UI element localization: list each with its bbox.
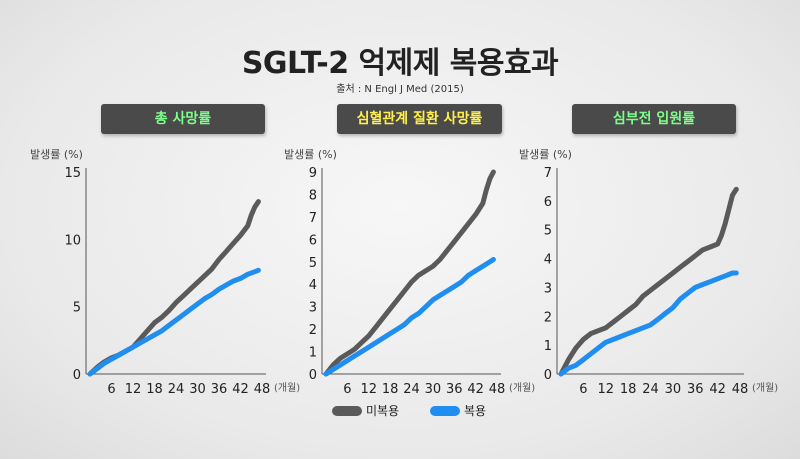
x-tick-label: 12: [125, 382, 142, 397]
y-tick-label: 8: [309, 188, 317, 203]
x-axis-unit-label: (개월): [274, 382, 300, 394]
y-tick-label: 0: [544, 368, 552, 383]
legend-swatch-treated: [430, 405, 460, 416]
y-axis-label: 발생률 (%): [30, 148, 83, 161]
x-tick-label: 42: [467, 382, 484, 397]
x-tick-label: 18: [146, 382, 163, 397]
y-tick-label: 1: [309, 346, 317, 361]
y-tick-label: 6: [309, 233, 317, 248]
legend-label-untreated: 미복용: [366, 404, 400, 418]
y-tick-label: 15: [64, 166, 81, 181]
legend-swatch-untreated: [332, 405, 362, 416]
y-tick-label: 10: [64, 233, 81, 248]
x-tick-label: 6: [579, 382, 587, 397]
series-line-treated: [558, 270, 739, 377]
y-tick-label: 5: [309, 256, 317, 271]
panel-title-total-mortality: 총 사망률: [101, 104, 265, 134]
y-tick-label: 5: [544, 224, 552, 239]
y-tick-label: 7: [309, 211, 317, 226]
panel-title-cv-mortality: 심혈관계 질환 사망률: [337, 104, 502, 134]
y-tick-label: 0: [73, 368, 81, 383]
x-tick-label: 24: [168, 382, 185, 397]
x-tick-label: 30: [665, 382, 682, 397]
legend-item-treated: 복용: [430, 402, 486, 419]
x-tick-label: 36: [687, 382, 704, 397]
y-tick-label: 0: [309, 368, 317, 383]
series-line-treated: [87, 267, 261, 377]
y-axis-label: 발생률 (%): [284, 148, 337, 161]
panel-title-hf-hospitalization: 심부전 입원률: [572, 104, 736, 134]
x-tick-label: 36: [211, 382, 228, 397]
series-line-untreated: [323, 169, 496, 377]
x-tick-label: 42: [709, 382, 726, 397]
legend-item-untreated: 미복용: [332, 402, 399, 419]
y-tick-label: 4: [544, 253, 552, 268]
x-tick-label: 18: [620, 382, 637, 397]
series-line-untreated: [87, 199, 261, 377]
legend: 미복용 복용: [0, 398, 800, 422]
x-tick-label: 12: [360, 382, 377, 397]
source-citation: 출처 : N Engl J Med (2015): [336, 84, 464, 95]
y-tick-label: 1: [544, 339, 552, 354]
y-tick-label: 2: [309, 323, 317, 338]
y-tick-label: 3: [544, 281, 552, 296]
x-tick-label: 48: [732, 382, 749, 397]
series-line-treated: [323, 257, 496, 377]
y-tick-label: 5: [73, 301, 81, 316]
x-tick-label: 36: [446, 382, 463, 397]
x-tick-label: 48: [254, 382, 271, 397]
y-tick-label: 3: [309, 301, 317, 316]
series-line-untreated: [558, 186, 739, 377]
x-tick-label: 24: [403, 382, 420, 397]
x-tick-label: 6: [343, 382, 351, 397]
y-tick-label: 6: [544, 195, 552, 210]
y-tick-label: 9: [309, 166, 317, 181]
x-tick-label: 42: [232, 382, 249, 397]
y-tick-label: 2: [544, 310, 552, 325]
y-tick-label: 4: [309, 278, 317, 293]
legend-label-treated: 복용: [464, 404, 487, 418]
x-tick-label: 24: [642, 382, 659, 397]
y-axis-label: 발생률 (%): [519, 148, 572, 161]
x-tick-label: 30: [189, 382, 206, 397]
x-axis-unit-label: (개월): [509, 382, 535, 394]
x-axis-unit-label: (개월): [752, 382, 778, 394]
x-tick-label: 12: [597, 382, 614, 397]
y-tick-label: 7: [544, 166, 552, 181]
page-title: SGLT-2 억제제 복용효과: [241, 46, 559, 81]
x-tick-label: 30: [425, 382, 442, 397]
x-tick-label: 6: [107, 382, 115, 397]
x-tick-label: 18: [382, 382, 399, 397]
x-tick-label: 48: [489, 382, 506, 397]
